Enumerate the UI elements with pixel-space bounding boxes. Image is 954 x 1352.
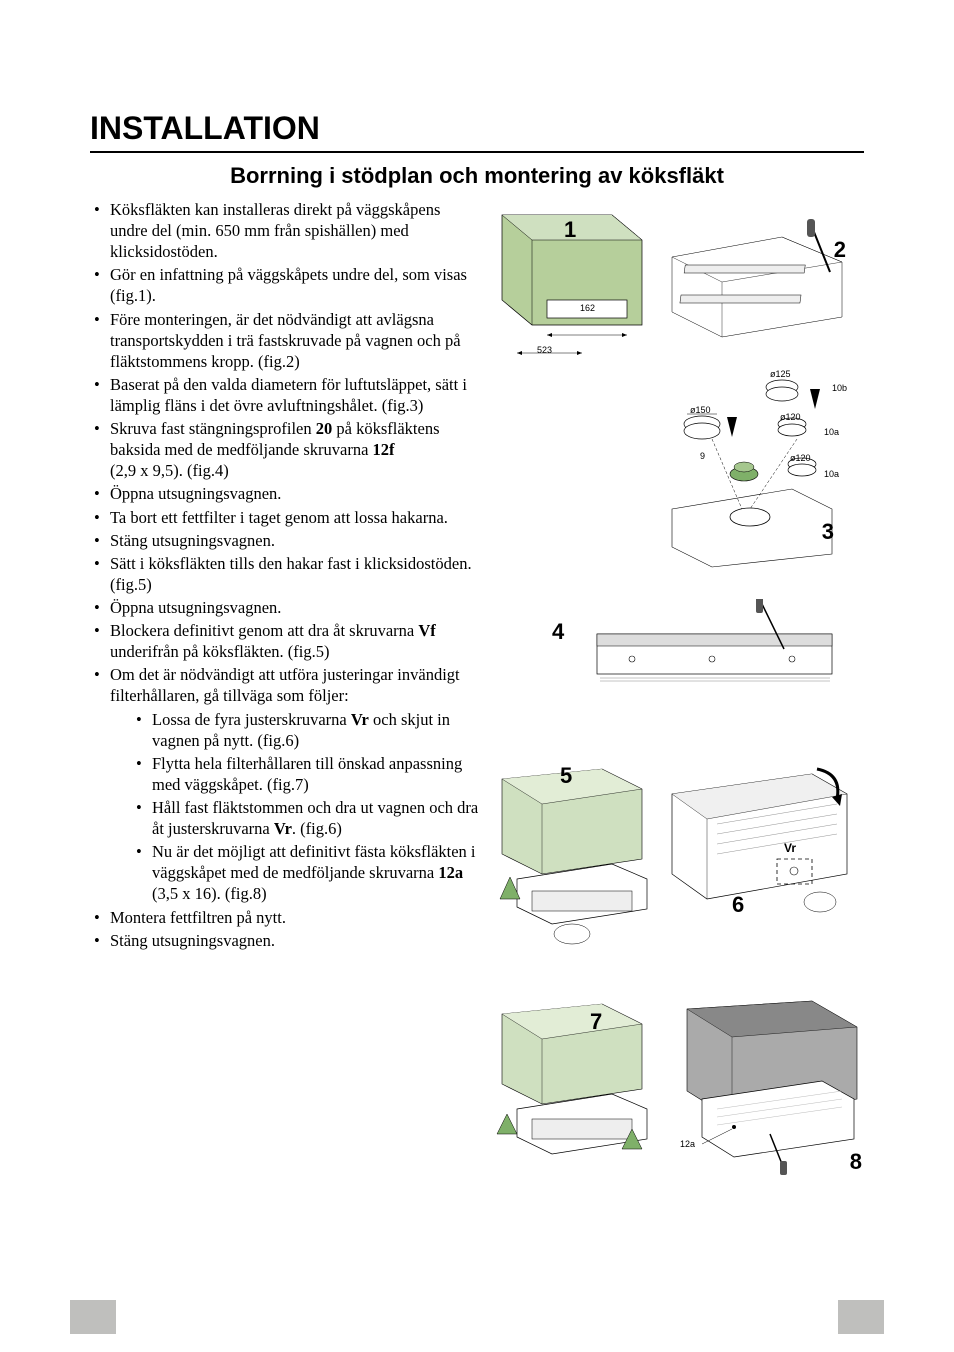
- bullet-item: Montera fettfiltren på nytt.: [90, 907, 480, 928]
- bullet-text: Blockera definitivt genom att dra åt skr…: [110, 621, 418, 640]
- figure-8: 12a 8: [662, 999, 862, 1179]
- bold-ref: 12f: [373, 440, 395, 459]
- ref-label: 10b: [832, 383, 847, 393]
- bullet-item: Skruva fast stängningsprofilen 20 på kök…: [90, 418, 480, 481]
- bold-ref: 20: [316, 419, 333, 438]
- bold-ref: Vr: [274, 819, 292, 838]
- bullet-text: Köksfläkten kan installeras direkt på vä…: [110, 200, 440, 261]
- figure-number: 1: [564, 217, 576, 243]
- figures-column: 1 162 523 2: [492, 199, 864, 1179]
- instructions-column: Köksfläkten kan installeras direkt på vä…: [90, 199, 480, 1179]
- bullet-text: Lossa de fyra justerskruvarna: [152, 710, 351, 729]
- figure-5: 5: [482, 759, 662, 959]
- figure-8-svg: [662, 999, 862, 1179]
- bullet-text: . (fig.6): [292, 819, 342, 838]
- bullet-item: Ta bort ett fettfilter i taget genom att…: [90, 507, 480, 528]
- bullet-list: Köksfläkten kan installeras direkt på vä…: [90, 199, 480, 951]
- figure-6: Vr 6: [662, 764, 852, 954]
- bullet-text: Om det är nödvändigt att utföra justerin…: [110, 665, 460, 705]
- figure-3: ø125 10b ø150 ø120 10a ø120 10a 9 3: [592, 369, 852, 569]
- subtitle: Borrning i stödplan och montering av kök…: [90, 163, 864, 189]
- bullet-item: Köksfläkten kan installeras direkt på vä…: [90, 199, 480, 262]
- dia-label: ø150: [690, 405, 711, 415]
- dim-label: 523: [537, 345, 552, 355]
- sub-bullet-item: Håll fast fläktstommen och dra ut vagnen…: [132, 797, 480, 839]
- bullet-item: Gör en infattning på väggskåpets undre d…: [90, 264, 480, 306]
- figure-1: 1 162 523: [492, 205, 652, 365]
- figure-number: 8: [850, 1149, 862, 1175]
- dim-label: 162: [580, 303, 595, 313]
- ref-label: 10a: [824, 427, 839, 437]
- bullet-text: Montera fettfiltren på nytt.: [110, 908, 286, 927]
- bullet-text: Baserat på den valda diametern för luftu…: [110, 375, 467, 415]
- bullet-text: Sätt i köksfläkten tills den hakar fast …: [110, 554, 472, 594]
- bullet-text: Öppna utsugningsvagnen.: [110, 598, 281, 617]
- figure-3-svg: [592, 369, 852, 569]
- bullet-item: Stäng utsugningsvagnen.: [90, 930, 480, 951]
- bold-ref: 12a: [438, 863, 463, 882]
- figure-5-svg: [482, 759, 662, 959]
- bold-ref: Vr: [351, 710, 369, 729]
- page: INSTALLATION Borrning i stödplan och mon…: [0, 0, 954, 1239]
- bullet-item: Före monteringen, är det nödvändigt att …: [90, 309, 480, 372]
- dia-label: ø125: [770, 369, 791, 379]
- bullet-text: (2,9 x 9,5). (fig.4): [110, 461, 229, 480]
- bullet-item: Öppna utsugningsvagnen.: [90, 483, 480, 504]
- bullet-text: Före monteringen, är det nödvändigt att …: [110, 310, 461, 371]
- bullet-text: Stäng utsugningsvagnen.: [110, 531, 275, 550]
- footer-bar-left: [70, 1300, 116, 1334]
- bullet-text: Gör en infattning på väggskåpets undre d…: [110, 265, 467, 305]
- figure-2: 2: [662, 217, 852, 357]
- main-title: INSTALLATION: [90, 110, 864, 153]
- ref-label: 10a: [824, 469, 839, 479]
- figure-number: 3: [822, 519, 834, 545]
- footer-bar-right: [838, 1300, 884, 1334]
- bullet-text: Öppna utsugningsvagnen.: [110, 484, 281, 503]
- figure-4-svg: [552, 599, 842, 699]
- ref-label: 9: [700, 451, 705, 461]
- figure-number: 6: [732, 892, 744, 918]
- bullet-item: Sätt i köksfläkten tills den hakar fast …: [90, 553, 480, 595]
- dia-label: ø120: [780, 412, 801, 422]
- figure-number: 2: [834, 237, 846, 263]
- bullet-text: Skruva fast stängningsprofilen: [110, 419, 316, 438]
- bullet-item: Om det är nödvändigt att utföra justerin…: [90, 664, 480, 904]
- figure-2-svg: [662, 217, 852, 357]
- bullet-item: Stäng utsugningsvagnen.: [90, 530, 480, 551]
- bullet-item: Baserat på den valda diametern för luftu…: [90, 374, 480, 416]
- sub-bullet-item: Flytta hela filterhållaren till önskad a…: [132, 753, 480, 795]
- figure-6-svg: [662, 764, 852, 954]
- figure-4: 4: [552, 599, 842, 699]
- sub-bullet-list: Lossa de fyra justerskruvarna Vr och skj…: [110, 709, 480, 905]
- figure-7-svg: [482, 999, 662, 1169]
- vr-label: Vr: [784, 841, 796, 855]
- bullet-item: Öppna utsugningsvagnen.: [90, 597, 480, 618]
- sub-bullet-item: Lossa de fyra justerskruvarna Vr och skj…: [132, 709, 480, 751]
- bullet-text: (3,5 x 16). (fig.8): [152, 884, 267, 903]
- content-row: Köksfläkten kan installeras direkt på vä…: [90, 199, 864, 1179]
- bullet-text: underifrån på köksfläkten. (fig.5): [110, 642, 329, 661]
- bullet-text: Flytta hela filterhållaren till önskad a…: [152, 754, 462, 794]
- bullet-item: Blockera definitivt genom att dra åt skr…: [90, 620, 480, 662]
- bullet-text: Ta bort ett fettfilter i taget genom att…: [110, 508, 448, 527]
- bullet-text: Nu är det möjligt att definitivt fästa k…: [152, 842, 476, 882]
- sub-bullet-item: Nu är det möjligt att definitivt fästa k…: [132, 841, 480, 904]
- figure-number: 7: [590, 1009, 602, 1035]
- dia-label: ø120: [790, 453, 811, 463]
- figure-number: 4: [552, 619, 564, 645]
- bold-ref: Vf: [418, 621, 435, 640]
- figure-number: 5: [560, 763, 572, 789]
- figure-7: 7: [482, 999, 662, 1169]
- bullet-text: Stäng utsugningsvagnen.: [110, 931, 275, 950]
- ref-label: 12a: [680, 1139, 695, 1149]
